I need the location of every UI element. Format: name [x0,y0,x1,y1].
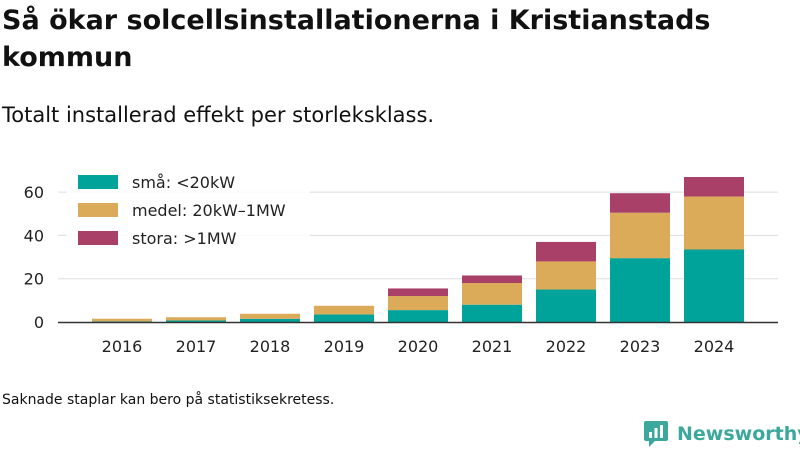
x-tick-label: 2018 [250,337,291,356]
bar-segment-sma [240,318,300,322]
legend-label: små: <20kW [132,173,235,192]
brand-name: Newsworthy [677,423,800,445]
y-tick-label: 60 [24,183,44,202]
bar-segment-sma [536,289,596,322]
footnote: Saknade staplar kan bero på statistiksek… [2,392,335,408]
x-tick-label: 2023 [620,337,661,356]
bar-segment-sma [92,321,152,322]
legend-swatch [78,203,118,217]
x-tick-label: 2019 [324,337,365,356]
bar-segment-medel [314,305,374,315]
bar-segment-medel [610,212,670,259]
bar-segment-sma [610,258,670,322]
y-tick-label: 0 [34,313,44,332]
bar-segment-stora [610,193,670,213]
bar-segment-medel [536,261,596,290]
bar-stacks [92,177,744,322]
legend-swatch [78,175,118,189]
bar-segment-sma [684,249,744,322]
bar-segment-sma [388,310,448,322]
brand-logo[interactable]: Newsworthy [643,420,800,448]
bar-segment-medel [92,318,152,322]
x-tick-label: 2017 [176,337,217,356]
chart-subtitle: Totalt installerad effekt per storlekskl… [2,103,435,127]
bar-segment-stora [536,241,596,262]
legend-label: stora: >1MW [132,229,237,248]
x-tick-label: 2024 [694,337,735,356]
y-tick-label: 20 [24,270,44,289]
legend-swatch [78,231,118,245]
bar-segment-stora [684,177,744,197]
stacked-bar-chart: 0 20 40 60 2016 2017 2018 2019 2020 2021 2022 2023… [24,164,778,356]
chart-title: Så ökar solcellsinstallationerna i Krist… [2,5,711,73]
bar-segment-medel [684,196,744,250]
newsworthy-logo-icon [644,421,668,447]
bar-segment-medel [462,283,522,305]
x-tick-label: 2021 [472,337,513,356]
bar-segment-sma [462,304,522,322]
bar-segment-medel [166,317,226,321]
x-axis-ticks: 2016 2017 2018 2019 2020 2021 2022 2023 2024 [102,337,735,356]
legend: små: <20kW medel: 20kW–1MW stora: >1MW [66,164,310,256]
x-tick-label: 2022 [546,337,587,356]
bar-segment-sma [314,314,374,322]
bar-segment-stora [462,275,522,284]
bar-segment-medel [388,296,448,311]
bar-segment-medel [240,313,300,319]
legend-label: medel: 20kW–1MW [132,201,286,220]
bar-segment-sma [166,320,226,322]
y-axis-ticks: 0 20 40 60 [24,183,44,332]
y-tick-label: 40 [24,226,44,245]
x-tick-label: 2020 [398,337,439,356]
x-tick-label: 2016 [102,337,143,356]
bar-segment-stora [388,288,448,297]
